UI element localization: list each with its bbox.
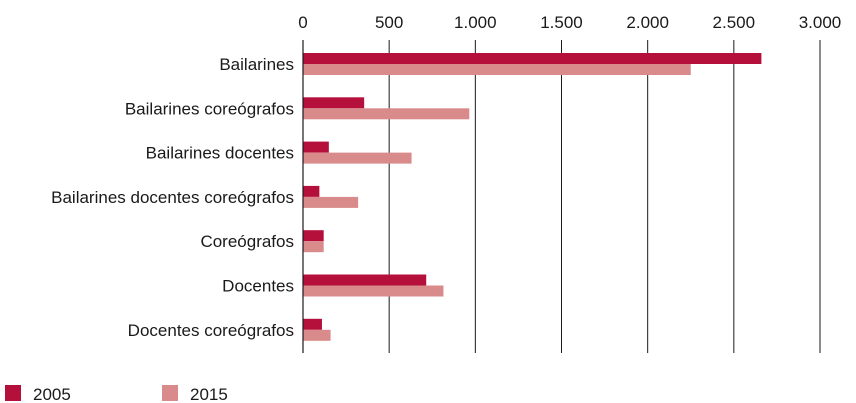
category-label: Docentes coreógrafos [128,321,294,340]
bar-2005-5 [303,274,427,286]
bar-2015-6 [303,329,331,341]
category-label: Bailarines [219,55,294,74]
bar-2015-2 [303,152,412,164]
bar-2005-1 [303,97,365,109]
legend-label-2005: 2005 [33,385,71,403]
bar-2015-4 [303,241,324,253]
bar-2005-4 [303,230,324,242]
bar-2015-5 [303,285,444,297]
legend-label-2015: 2015 [190,385,228,403]
legend-swatch-2005 [5,385,21,401]
x-tick-label: 1.500 [540,13,583,32]
x-tick-labels: 0 500 1.000 1.500 2.000 2.500 3.000 [298,13,841,32]
bar-2015-3 [303,196,359,208]
bar-2005-6 [303,318,322,330]
category-label: Coreógrafos [200,232,294,251]
x-tick-label: 0 [298,13,307,32]
category-label: Bailarines coreógrafos [125,99,294,118]
bar-2005-2 [303,141,329,153]
bar-2015-1 [303,108,470,120]
bar-2015-0 [303,64,691,75]
legend: 2005 2015 [5,385,228,403]
gridlines [388,40,821,353]
x-tick-label: 500 [375,13,403,32]
legend-swatch-2015 [162,385,178,401]
category-labels: Bailarines Bailarines coreógrafos Bailarin… [51,55,294,340]
x-tick-label: 2.500 [713,13,756,32]
x-tick-label: 2.000 [626,13,669,32]
x-tick-label: 1.000 [454,13,497,32]
bars [303,53,762,341]
bar-2005-0 [303,53,762,64]
category-label: Bailarines docentes coreógrafos [51,188,294,207]
category-label: Docentes [222,277,294,296]
x-tick-label: 3.000 [799,13,842,32]
bar-2005-3 [303,185,320,197]
category-label: Bailarines docentes [146,144,294,163]
